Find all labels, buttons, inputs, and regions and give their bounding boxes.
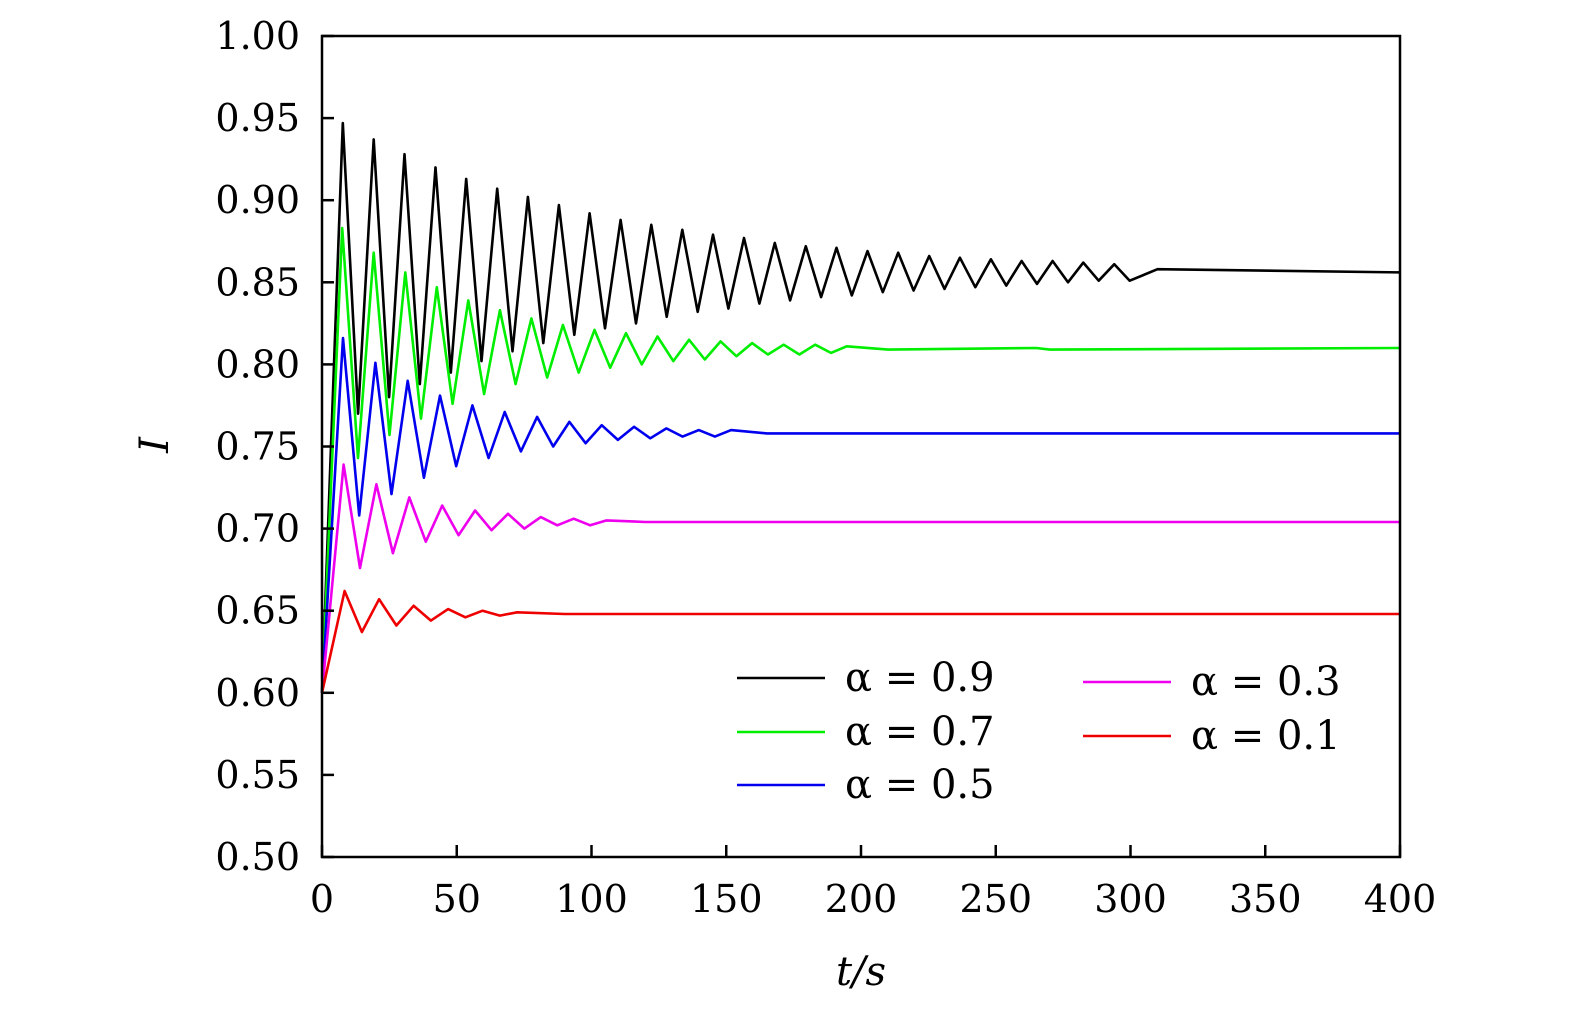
series-line-2 (320, 336, 1400, 693)
x-tick-label: 400 (1364, 877, 1437, 921)
x-tick-label: 350 (1229, 877, 1302, 921)
ticks-layer: 0 50 100 150 200 250 300 350 400 0.50 0.55 0.60 0.65… (215, 14, 1436, 921)
x-tick-label: 300 (1094, 877, 1167, 921)
y-tick-label: 0.75 (215, 425, 300, 469)
y-tick-label: 0.65 (215, 589, 300, 633)
x-tick-label: 0 (310, 877, 334, 921)
legend-label: α = 0.9 (845, 655, 995, 701)
x-tick-label: 200 (825, 877, 898, 921)
x-axis-label: t/s (836, 949, 886, 995)
legend-label: α = 0.3 (1191, 659, 1341, 705)
legend-item: α = 0.1 (1083, 713, 1341, 759)
x-tick-label: 250 (959, 877, 1032, 921)
y-tick-label: 0.70 (215, 507, 300, 551)
y-tick-label: 0.80 (215, 342, 300, 386)
y-tick-label: 0.95 (215, 96, 300, 140)
y-tick-label: 0.90 (215, 178, 300, 222)
series-line-0 (320, 121, 1401, 693)
legend-item: α = 0.3 (1083, 659, 1341, 705)
x-tick-label: 100 (555, 877, 628, 921)
y-tick-label: 0.85 (215, 260, 300, 304)
legend-item: α = 0.9 (737, 655, 995, 701)
y-tick-label: 0.60 (215, 671, 300, 715)
y-tick-label: 0.50 (215, 835, 300, 879)
legend-item: α = 0.5 (737, 762, 995, 808)
series-line-3 (320, 463, 1400, 693)
x-tick-label: 150 (690, 877, 763, 921)
series-line-1 (320, 226, 1401, 693)
legend: α = 0.9 α = 0.7 α = 0.5 α = 0.3 α = 0.1 (737, 655, 1341, 808)
y-tick-label: 1.00 (215, 14, 300, 58)
series-layer (320, 121, 1401, 694)
legend-item: α = 0.7 (737, 709, 995, 755)
y-tick-label: 0.55 (215, 753, 300, 797)
y-axis-label: I (132, 436, 178, 454)
series-line-4 (320, 589, 1400, 694)
legend-label: α = 0.5 (845, 762, 995, 808)
x-tick-label: 50 (433, 877, 481, 921)
legend-label: α = 0.1 (1191, 713, 1341, 759)
legend-label: α = 0.7 (845, 709, 995, 755)
